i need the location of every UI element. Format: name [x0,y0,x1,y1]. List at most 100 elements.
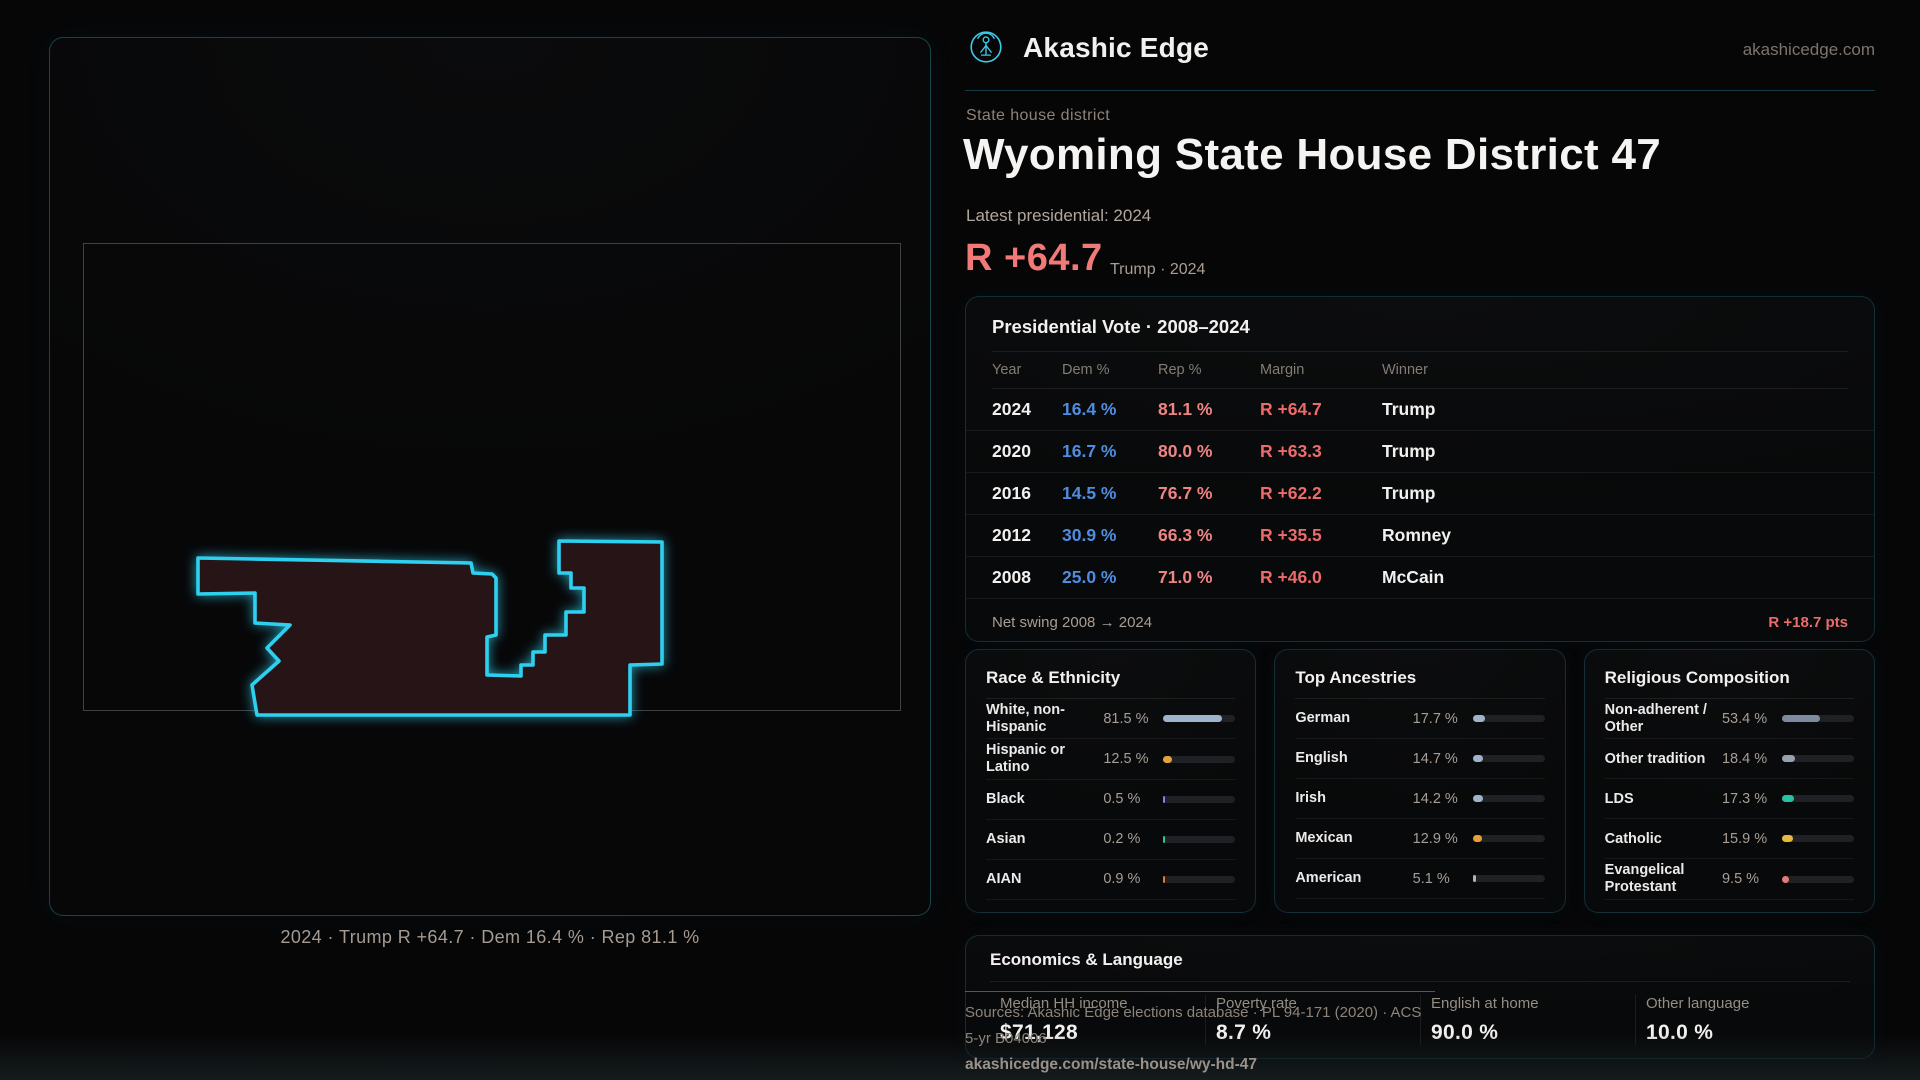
vote-card-title: Presidential Vote · 2008–2024 [992,316,1250,337]
card-title: Top Ancestries [1295,668,1417,687]
vote-cell-margin: R +46.0 [1260,567,1322,587]
stat-value: 17.3 % [1721,790,1768,807]
vote-cell-margin: R +35.5 [1260,525,1322,545]
stat-value: 0.5 % [1103,791,1141,808]
net-swing-label: Net swing 2008 → 2024 [992,613,1153,631]
vote-column-header: Margin [1260,362,1305,378]
district-shape [196,539,664,717]
vote-cell-dem: 16.4 % [1062,399,1117,419]
stat-label: English [1295,750,1348,767]
stat-label: LDS [1604,790,1634,807]
stat-value: 5.1 % [1412,870,1450,887]
permalink[interactable]: akashicedge.com/state-house/wy-hd-47 [965,1055,1258,1073]
divider [992,351,1848,352]
district-map [196,539,664,717]
stat-row: LDS 17.3 % [1604,779,1854,820]
divider [1604,698,1854,699]
stat-label: Other tradition [1604,750,1706,767]
stat-label: American [1295,870,1362,887]
vote-cell-dem: 14.5 % [1062,483,1117,503]
stat-value: 14.7 % [1412,750,1458,767]
page-kicker: State house district [966,107,1111,124]
vote-cell-dem: 25.0 % [1062,567,1117,587]
stat-label: Catholic [1604,830,1662,847]
vote-cell-rep: 81.1 % [1158,399,1213,419]
stat-row: English 14.7 % [1295,739,1545,779]
stat-label: White, non-Hispanic [986,702,1065,735]
stat-row: White, non-Hispanic 81.5 % [986,699,1236,740]
vote-cell-year: 2024 [992,399,1031,419]
divider [1295,698,1545,699]
vote-column-header: Rep % [1158,362,1202,378]
brand-name: Akashic Edge [1023,32,1210,63]
stat-bar-track [1163,715,1236,723]
brand-domain-link[interactable]: akashicedge.com [1742,40,1875,59]
stat-bar-track [1781,715,1854,723]
headline-margin: R +64.7 [965,237,1103,279]
header-divider [965,90,1875,91]
stat-bar-track [1472,795,1545,802]
stat-bar-fill [1781,875,1789,883]
page-title: Wyoming State House District 47 [963,130,1661,179]
vote-cell-rep: 76.7 % [1158,483,1213,503]
stat-bar-fill [1163,715,1222,723]
map-caption: 2024 · Trump R +64.7 · Dem 16.4 % · Rep … [280,927,700,947]
net-swing-value: R +18.7 pts [1768,613,1848,631]
stat-value: 81.5 % [1103,710,1149,727]
headline-margin-context: Trump · 2024 [1110,261,1206,278]
stat-row: Non-adherent / Other 53.4 % [1604,699,1854,740]
stat-row: Asian 0.2 % [986,820,1236,860]
stat-bar-fill [1163,795,1166,803]
divider [986,698,1236,699]
stat-value: 15.9 % [1721,830,1768,847]
stat-label: Mexican [1295,830,1353,847]
stat-value: 0.2 % [1103,831,1141,848]
stat-bar-fill [1163,875,1166,883]
religious-composition-card: Religious Composition Non-adherent / Oth… [1583,649,1875,913]
stat-value: 0.9 % [1103,871,1141,888]
divider [990,981,1850,982]
stat-bar-fill [1472,795,1483,802]
vote-table-row: 2024 16.4 % 81.1 % R +64.7 Trump [966,389,1874,431]
race-ethnicity-card: Race & Ethnicity White, non-Hispanic 81.5… [965,649,1257,913]
stat-value: 53.4 % [1721,710,1768,727]
stat-bar-fill [1472,715,1486,722]
stat-bar-track [1472,875,1545,882]
demographics-strip: Race & Ethnicity White, non-Hispanic 81.5… [965,649,1875,913]
stat-row: Irish 14.2 % [1295,779,1545,819]
vote-table-row: 2016 14.5 % 76.7 % R +62.2 Trump [966,473,1874,515]
vote-cell-winner: McCain [1382,567,1445,587]
stat-bar-track [1781,755,1854,763]
vote-cell-margin: R +62.2 [1260,483,1322,503]
akashic-edge-logo-icon [970,31,1002,63]
stat-row: Black 0.5 % [986,780,1236,820]
vote-cell-rep: 66.3 % [1158,525,1213,545]
stat-value: 9.5 % [1721,871,1760,888]
vote-cell-dem: 16.7 % [1062,441,1117,461]
vote-cell-year: 2008 [992,567,1031,587]
stat-bar-track [1163,755,1236,763]
stat-bar-fill [1472,755,1484,762]
vote-column-header: Year [992,362,1022,378]
stat-bar-track [1472,755,1545,762]
stat-label: Hispanic or Latino [986,742,1065,776]
stat-bar-track [1472,835,1545,842]
stat-label: Other language [1646,995,1750,1012]
stat-row: AIAN 0.9 % [986,860,1236,900]
vote-cell-year: 2012 [992,525,1031,545]
stat-value: 12.9 % [1412,830,1458,847]
net-swing-row: Net swing 2008 → 2024 R +18.7 pts [966,599,1874,645]
vote-cell-margin: R +63.3 [1260,441,1322,461]
divider [992,388,1848,389]
stat-label: Black [986,790,1025,807]
stat-row: Hispanic or Latino 12.5 % [986,739,1236,780]
stat-bar-track [1781,835,1854,843]
vote-cell-winner: Trump [1382,399,1436,419]
stat-row: Mexican 12.9 % [1295,819,1545,859]
stat-label: Non-adherent / Other [1604,702,1707,735]
stat-list: German 17.7 % English 14.7 % Irish 14.2 % Mexi… [1295,699,1545,899]
stat-bar-fill [1163,835,1166,843]
vote-cell-winner: Trump [1382,483,1436,503]
stat-label: Median HH income [1000,995,1128,1012]
